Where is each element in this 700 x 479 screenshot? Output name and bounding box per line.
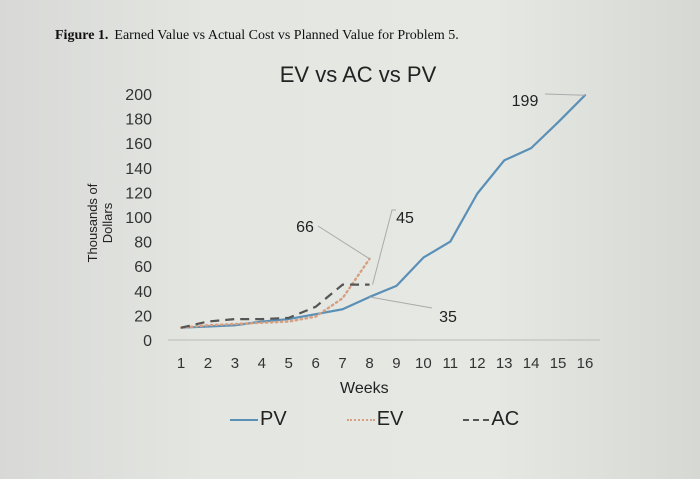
dotted-line-icon <box>346 418 375 421</box>
x-tick-label: 6 <box>311 355 319 372</box>
y-tick-label: 40 <box>134 284 152 301</box>
data-label-pv: 35 <box>439 309 457 326</box>
x-tick-label: 4 <box>258 355 266 372</box>
x-tick-label: 15 <box>550 355 567 372</box>
x-tick-label: 13 <box>496 355 513 372</box>
data-label-ev: 66 <box>296 219 314 236</box>
dashed-line-icon <box>463 418 490 421</box>
y-tick-label: 100 <box>125 210 152 227</box>
x-tick-label: 1 <box>177 355 185 372</box>
y-tick-label: 180 <box>125 112 152 129</box>
x-tick-label: 9 <box>392 355 400 372</box>
series-line-ac <box>180 283 370 329</box>
annotation-leader-line <box>369 296 433 309</box>
legend-item-ev: EV <box>346 408 403 431</box>
x-tick-label: 10 <box>415 355 432 372</box>
legend-item-pv: PV <box>230 408 287 431</box>
legend-item-ac: AC <box>463 408 519 431</box>
solid-line-icon <box>230 418 258 421</box>
chart-legend: PV EV AC <box>230 408 519 431</box>
x-tick-label: 7 <box>338 355 346 372</box>
figure-caption-text: Earned Value vs Actual Cost vs Planned V… <box>114 28 459 43</box>
annotation-leader-line <box>544 93 586 96</box>
x-axis-label: Weeks <box>340 380 389 397</box>
x-tick-label: 16 <box>577 355 594 372</box>
x-tick-label: 11 <box>443 355 459 372</box>
x-tick-label: 12 <box>469 355 486 372</box>
x-tick-label: 14 <box>523 355 540 372</box>
y-tick-label: 20 <box>134 308 152 325</box>
annotation-leader-line <box>372 209 396 285</box>
y-tick-label: 0 <box>143 333 152 350</box>
chart-title: EV vs AC vs PV <box>279 62 437 87</box>
figure-label: Figure 1. <box>55 28 109 43</box>
y-tick-label: 120 <box>125 185 152 202</box>
series-line-ev <box>179 257 371 329</box>
annotation-leader-line <box>317 225 370 260</box>
x-tick-label: 8 <box>365 355 373 372</box>
x-tick-label: 2 <box>204 355 212 372</box>
x-tick-label: 5 <box>285 355 293 372</box>
data-label-ac: 45 <box>396 210 414 227</box>
series-line-pv <box>179 94 587 329</box>
data-label-pv: 199 <box>512 93 539 110</box>
y-tick-label: 140 <box>125 161 152 178</box>
y-tick-label: 80 <box>134 235 152 252</box>
y-tick-label: 200 <box>125 87 152 104</box>
y-tick-label: 160 <box>125 136 152 153</box>
x-tick-label: 3 <box>231 355 239 372</box>
y-tick-label: 60 <box>134 259 152 276</box>
figure-caption: Figure 1. Earned Value vs Actual Cost vs … <box>55 28 459 44</box>
